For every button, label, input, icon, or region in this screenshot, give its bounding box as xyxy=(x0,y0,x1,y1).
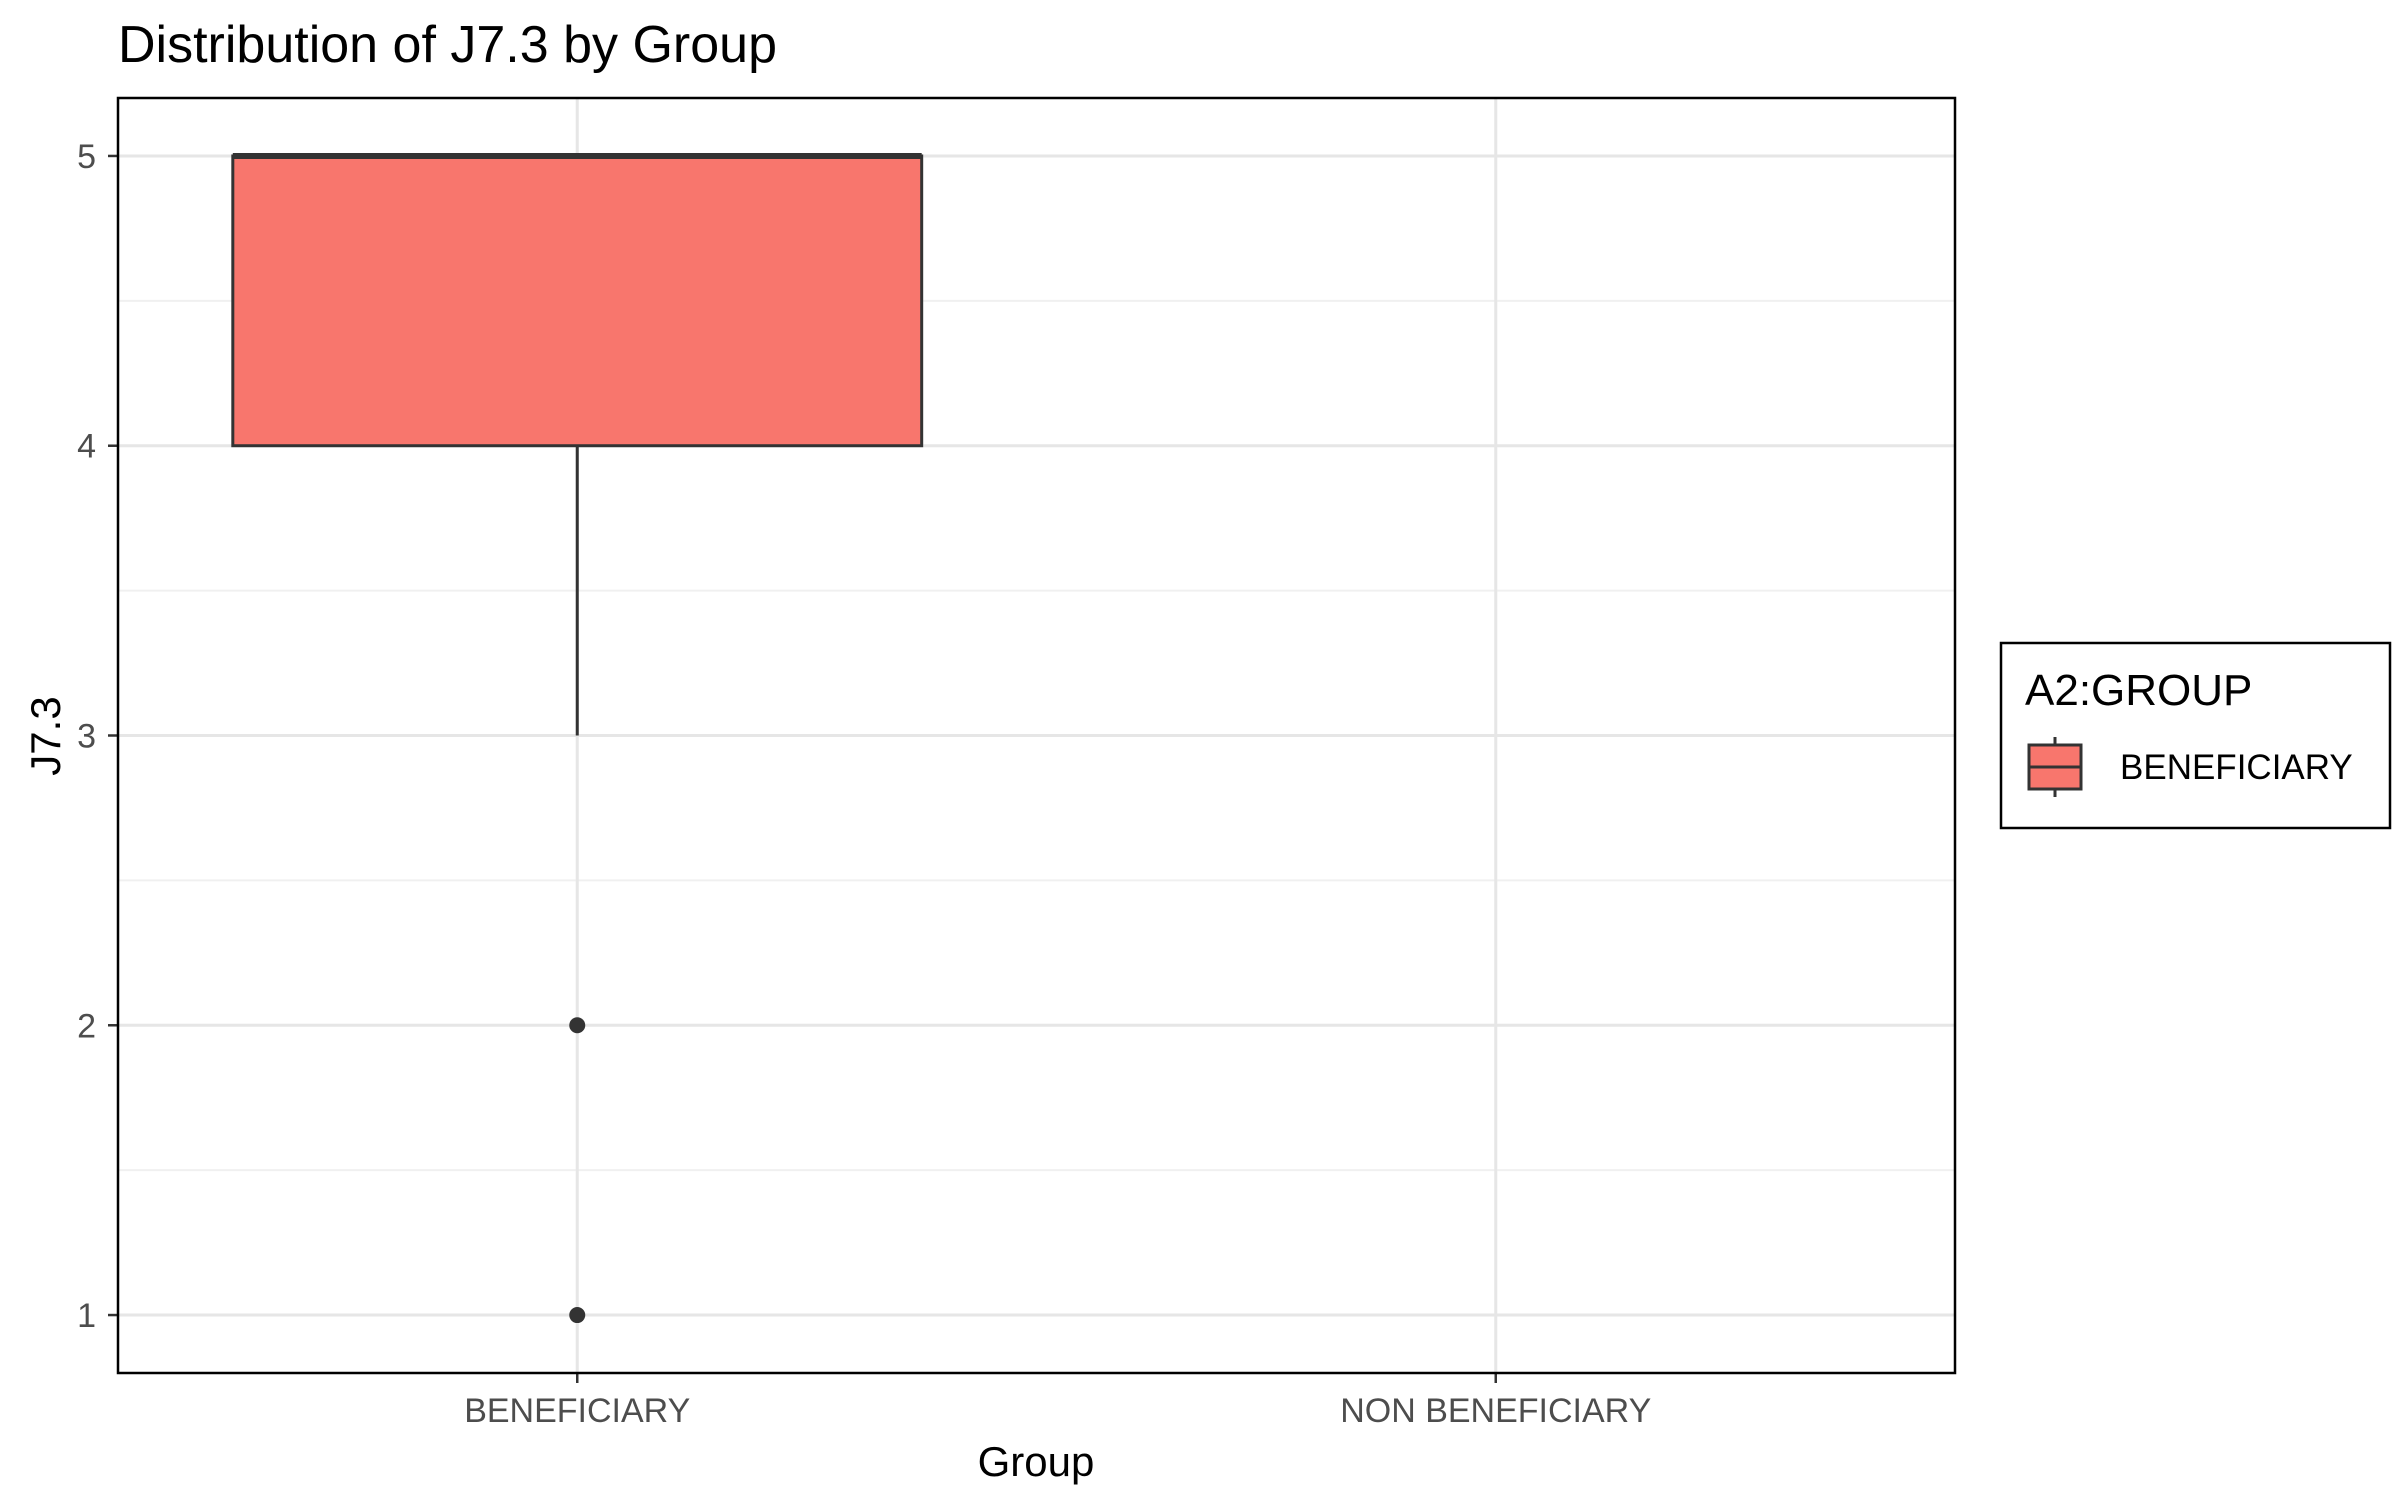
y-axis-title: J7.3 xyxy=(22,696,69,775)
box-iqr xyxy=(231,154,924,448)
y-tick-label: 1 xyxy=(77,1297,96,1335)
legend-title: A2:GROUP xyxy=(2025,666,2252,715)
chart-title: Distribution of J7.3 by Group xyxy=(118,16,777,74)
x-axis-title: Group xyxy=(978,1438,1095,1485)
y-tick-label: 3 xyxy=(77,718,96,756)
y-tick-label: 2 xyxy=(77,1007,96,1045)
x-tick-label: NON BENEFICIARY xyxy=(1340,1392,1651,1430)
legend-label: BENEFICIARY xyxy=(2120,748,2353,787)
x-tick-label: BENEFICIARY xyxy=(464,1392,690,1430)
y-tick-label: 4 xyxy=(77,428,96,466)
legend: A2:GROUP BENEFICIARY xyxy=(1999,641,2392,830)
y-tick-label: 5 xyxy=(77,138,96,176)
outlier-point xyxy=(569,1017,586,1034)
outlier-point xyxy=(569,1307,586,1324)
plot-panel-border xyxy=(116,96,1957,1375)
